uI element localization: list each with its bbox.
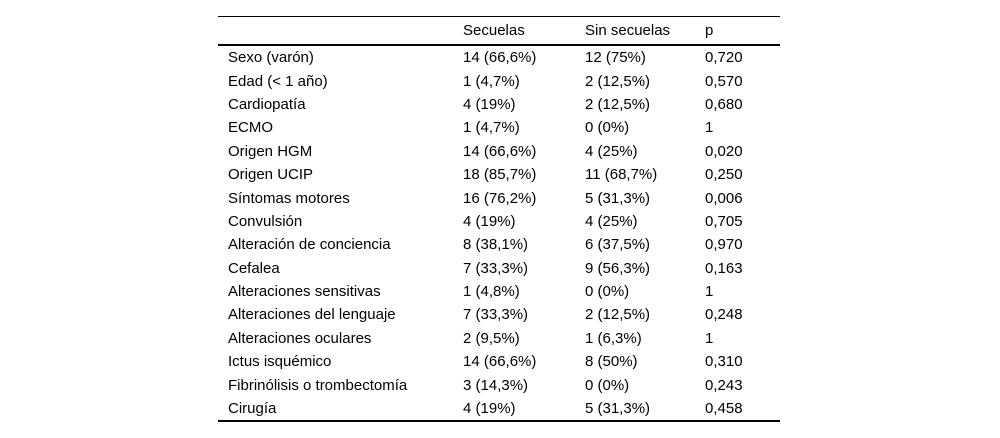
- row-label: Ictus isquémico: [228, 353, 332, 371]
- cell-value: 1 (4,7%): [463, 119, 520, 137]
- cell-value: 9 (56,3%): [585, 259, 651, 277]
- row-label: Sexo (varón): [228, 49, 314, 67]
- cell-value: 8 (38,1%): [463, 236, 529, 254]
- cell-value: 2 (12,5%): [585, 72, 651, 90]
- cell-value: 0 (0%): [585, 283, 630, 301]
- cell-value: 1 (4,8%): [463, 283, 520, 301]
- row-label: Alteraciones sensitivas: [228, 283, 381, 301]
- row-label: Cefalea: [228, 259, 280, 277]
- cell-value: 1: [705, 283, 714, 301]
- cell-value: 2 (9,5%): [463, 329, 520, 347]
- row-label: ECMO: [228, 119, 273, 137]
- row-label-column-header: [218, 16, 463, 46]
- cell-value: 0,163: [705, 259, 743, 277]
- table-row: Alteraciones oculares 2 (9,5%) 1 (6,3%) 1: [218, 327, 780, 350]
- row-label: Fibrinólisis o trombectomía: [228, 376, 408, 394]
- cell-value: 1: [705, 119, 714, 137]
- row-label: Síntomas motores: [228, 189, 350, 207]
- table-body: Sexo (varón) 14 (66,6%) 12 (75%) 0,720 Edad …: [218, 45, 780, 421]
- cell-value: 0,970: [705, 236, 743, 254]
- cell-value: 0,570: [705, 72, 743, 90]
- statistics-table: Secuelas Sin secuelas p Sexo (varón) 14 (66…: [218, 16, 780, 423]
- header-row: Secuelas Sin secuelas p: [218, 16, 780, 46]
- cell-value: 12 (75%): [585, 49, 646, 67]
- table-row: Alteraciones del lenguaje 7 (33,3%) 2 (12,…: [218, 303, 780, 326]
- cell-value: 14 (66,6%): [463, 49, 537, 67]
- cell-value: 0 (0%): [585, 376, 630, 394]
- table-row: Origen HGM 14 (66,6%) 4 (25%) 0,020: [218, 140, 780, 163]
- table-row: Ictus isquémico 14 (66,6%) 8 (50%) 0,310: [218, 350, 780, 373]
- cell-value: 0,243: [705, 376, 743, 394]
- cell-value: 16 (76,2%): [463, 189, 537, 207]
- table-row: Sexo (varón) 14 (66,6%) 12 (75%) 0,720: [218, 45, 780, 69]
- cell-value: 0,250: [705, 166, 743, 184]
- cell-value: 5 (31,3%): [585, 400, 651, 418]
- cell-value: 8 (50%): [585, 353, 638, 371]
- cell-value: 5 (31,3%): [585, 189, 651, 207]
- cell-value: 18 (85,7%): [463, 166, 537, 184]
- row-label: Convulsión: [228, 212, 303, 230]
- cell-value: 0,006: [705, 189, 743, 207]
- cell-value: 11 (68,7%): [585, 166, 658, 184]
- table-row: Cefalea 7 (33,3%) 9 (56,3%) 0,163: [218, 257, 780, 280]
- table-row: Cardiopatía 4 (19%) 2 (12,5%) 0,680: [218, 93, 780, 116]
- cell-value: 0,458: [705, 400, 743, 418]
- column-header: Sin secuelas: [585, 16, 705, 46]
- table-row: Edad (< 1 año) 1 (4,7%) 2 (12,5%) 0,570: [218, 69, 780, 92]
- cell-value: 3 (14,3%): [463, 376, 529, 394]
- cell-value: 14 (66,6%): [463, 142, 537, 160]
- cell-value: 7 (33,3%): [463, 306, 529, 324]
- cell-value: 0,680: [705, 95, 743, 113]
- row-label: Origen UCIP: [228, 166, 314, 184]
- column-header: p: [705, 16, 780, 46]
- cell-value: 0,720: [705, 49, 743, 67]
- row-label: Alteración de conciencia: [228, 236, 391, 254]
- cell-value: 4 (19%): [463, 212, 516, 230]
- cell-value: 1: [705, 329, 714, 347]
- table-row: Síntomas motores 16 (76,2%) 5 (31,3%) 0,006: [218, 186, 780, 209]
- table-row: Cirugía 4 (19%) 5 (31,3%) 0,458: [218, 397, 780, 421]
- table-row: ECMO 1 (4,7%) 0 (0%) 1: [218, 116, 780, 139]
- table-row: Origen UCIP 18 (85,7%) 11 (68,7%) 0,250: [218, 163, 780, 186]
- cell-value: 0,248: [705, 306, 743, 324]
- row-label: Cirugía: [228, 400, 277, 418]
- row-label: Alteraciones del lenguaje: [228, 306, 396, 324]
- row-label: Cardiopatía: [228, 95, 306, 113]
- cell-value: 0,020: [705, 142, 743, 160]
- cell-value: 2 (12,5%): [585, 306, 651, 324]
- cell-value: 7 (33,3%): [463, 259, 529, 277]
- cell-value: 4 (19%): [463, 95, 516, 113]
- table-header: Secuelas Sin secuelas p: [218, 16, 780, 46]
- cell-value: 2 (12,5%): [585, 95, 651, 113]
- cell-value: 0,310: [705, 353, 743, 371]
- table-row: Alteraciones sensitivas 1 (4,8%) 0 (0%) 1: [218, 280, 780, 303]
- cell-value: 1 (6,3%): [585, 329, 642, 347]
- row-label: Alteraciones oculares: [228, 329, 372, 347]
- cell-value: 14 (66,6%): [463, 353, 537, 371]
- cell-value: 4 (25%): [585, 212, 638, 230]
- cell-value: 6 (37,5%): [585, 236, 651, 254]
- cell-value: 1 (4,7%): [463, 72, 520, 90]
- table-row: Fibrinólisis o trombectomía 3 (14,3%) 0 (0…: [218, 373, 780, 396]
- table-row: Convulsión 4 (19%) 4 (25%) 0,705: [218, 210, 780, 233]
- column-header: Secuelas: [463, 16, 585, 46]
- cell-value: 4 (25%): [585, 142, 638, 160]
- cell-value: 0,705: [705, 212, 743, 230]
- table-row: Alteración de conciencia 8 (38,1%) 6 (37,5…: [218, 233, 780, 256]
- cell-value: 4 (19%): [463, 400, 516, 418]
- row-label: Edad (< 1 año): [228, 72, 328, 90]
- results-table: Secuelas Sin secuelas p Sexo (varón) 14 (66…: [218, 16, 780, 423]
- cell-value: 0 (0%): [585, 119, 630, 137]
- row-label: Origen HGM: [228, 142, 313, 160]
